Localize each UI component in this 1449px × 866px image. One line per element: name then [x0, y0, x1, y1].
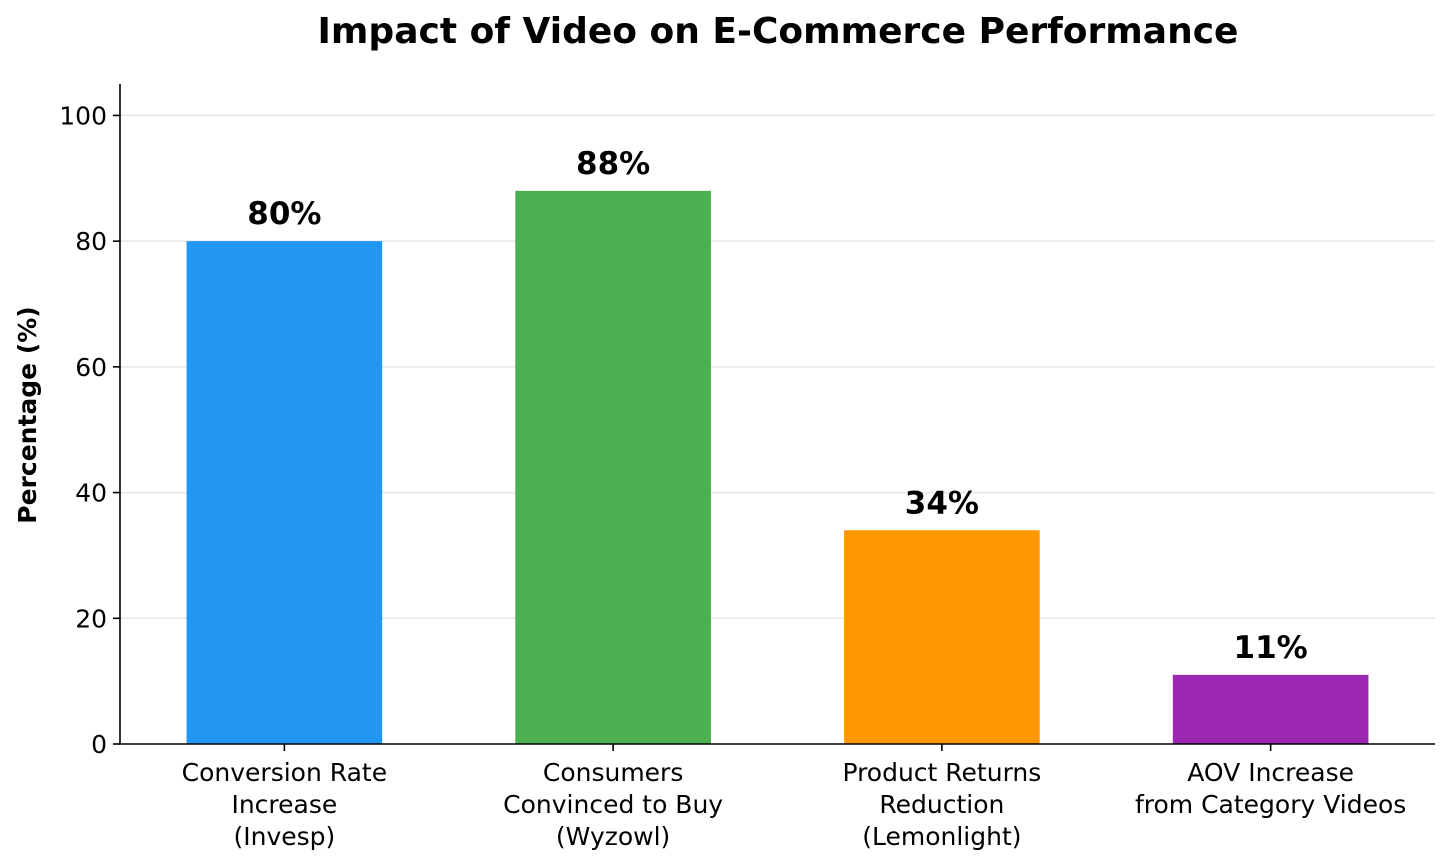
y-tick-label-0: 0 — [91, 730, 107, 759]
chart-title: Impact of Video on E-Commerce Performanc… — [318, 11, 1239, 52]
y-tick-label-60: 60 — [75, 353, 107, 382]
bar-1 — [515, 190, 711, 744]
x-tick-label-0-line-2: (Invesp) — [233, 822, 335, 851]
bar-0 — [186, 241, 383, 744]
bars-layer — [186, 190, 1369, 744]
bar-value-label-0: 80% — [247, 196, 321, 232]
y-tick-label-100: 100 — [59, 101, 107, 130]
bar-value-label-1: 88% — [576, 146, 650, 182]
y-tick-label-40: 40 — [75, 479, 107, 508]
x-tick-label-0-line-0: Conversion Rate — [182, 758, 387, 787]
labels-layer: 0 20 40 60 80 100 80% Conversion Rate Increase (I… — [59, 101, 1406, 851]
x-tick-label-1-line-1: Convinced to Buy — [503, 790, 723, 819]
x-tick-label-3-line-0: AOV Increase — [1187, 758, 1354, 787]
bar-value-label-2: 34% — [905, 485, 979, 521]
y-axis-label: Percentage (%) — [13, 306, 42, 523]
axes-spines — [119, 84, 1435, 745]
x-tick-label-3-line-1: from Category Videos — [1135, 790, 1406, 819]
x-tick-label-0-line-1: Increase — [231, 790, 337, 819]
x-tick-label-2-line-0: Product Returns — [842, 758, 1041, 787]
x-tick-label-1-line-2: (Wyzowl) — [556, 822, 670, 851]
axes-layer — [113, 84, 1435, 751]
x-tick-label-1-line-0: Consumers — [543, 758, 684, 787]
x-tick-label-2-line-2: (Lemonlight) — [862, 822, 1021, 851]
y-tick-label-20: 20 — [75, 604, 107, 633]
bar-2 — [844, 530, 1040, 744]
y-tick-label-80: 80 — [75, 227, 107, 256]
bar-value-label-3: 11% — [1234, 630, 1308, 666]
bar-3 — [1172, 674, 1369, 744]
x-tick-label-2-line-1: Reduction — [879, 790, 1004, 819]
